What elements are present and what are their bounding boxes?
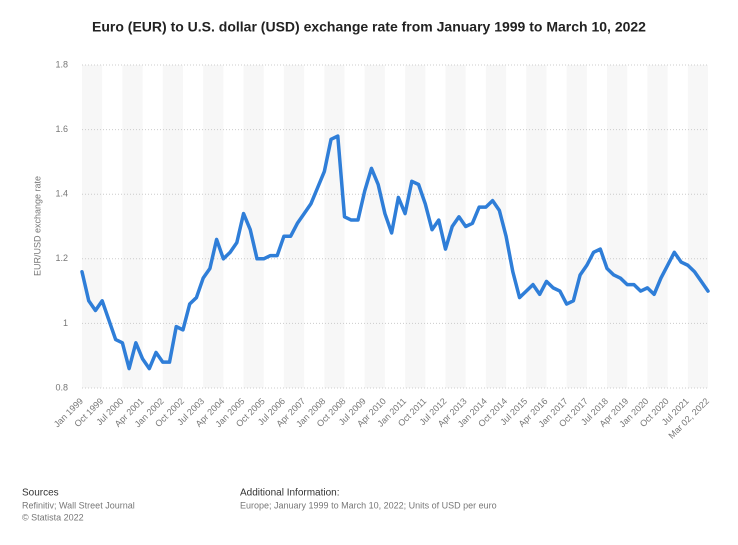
plot-band: [526, 65, 547, 388]
sources-heading: Sources: [22, 488, 59, 499]
plot-band: [364, 65, 385, 388]
info-heading: Additional Information:: [240, 488, 340, 499]
y-tick-label: 0.8: [55, 382, 68, 392]
plot-band: [324, 65, 345, 388]
plot-band: [162, 65, 183, 388]
plot-band: [82, 65, 103, 388]
plot-band: [687, 65, 708, 388]
plot-band: [647, 65, 668, 388]
y-axis-label: EUR/USD exchange rate: [32, 176, 42, 276]
plot-band: [122, 65, 143, 388]
plot-band: [405, 65, 426, 388]
copyright: © Statista 2022: [22, 512, 84, 522]
info: Europe; January 1999 to March 10, 2022; …: [240, 500, 497, 510]
plot-band: [566, 65, 587, 388]
y-tick-label: 1: [63, 318, 68, 328]
plot-band: [203, 65, 224, 388]
plot-band: [243, 65, 264, 388]
y-tick-label: 1.4: [55, 189, 68, 199]
y-tick-label: 1.6: [55, 124, 68, 134]
y-tick-label: 1.8: [55, 59, 68, 69]
plot-band: [485, 65, 507, 388]
chart-title: Euro (EUR) to U.S. dollar (USD) exchange…: [92, 19, 646, 35]
sources: Refinitiv; Wall Street Journal: [22, 500, 135, 510]
y-tick-label: 1.2: [55, 253, 68, 263]
plot-band: [445, 65, 466, 388]
data-line: [80, 134, 710, 371]
plot-band: [607, 65, 628, 388]
